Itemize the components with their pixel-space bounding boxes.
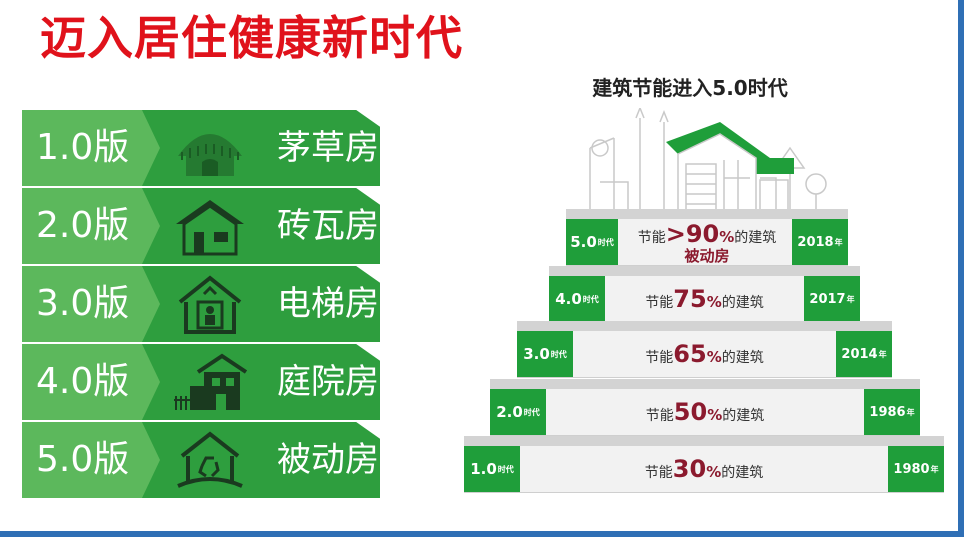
version-label: 2.0版 — [36, 205, 130, 246]
green-house-illustration — [580, 108, 840, 213]
step-description: 节能 65% 的建筑 — [645, 340, 764, 368]
pyramid-step-2: 2.0 时代 节能 50% 的建筑 1986 年 — [490, 379, 920, 436]
page-title: 迈入居住健康新时代 — [40, 11, 463, 65]
pyramid-step-1: 1.0 时代 节能 30% 的建筑 1980 年 — [464, 436, 944, 493]
version-label: 4.0版 — [36, 361, 130, 402]
era-badge: 1.0 时代 — [464, 446, 520, 492]
elevator-house-icon — [178, 275, 242, 334]
pyramid-title: 建筑节能进入5.0时代 — [592, 76, 788, 100]
year-badge: 1980 年 — [888, 446, 944, 492]
step-description: 节能 75% 的建筑 — [645, 285, 764, 313]
courtyard-house-icon — [174, 353, 248, 410]
year-badge: 2018 年 — [792, 219, 848, 265]
era-badge: 5.0 时代 — [566, 219, 618, 265]
version-name: 被动房 — [277, 440, 379, 480]
year-badge: 1986 年 — [864, 389, 920, 435]
brick-house-icon — [176, 200, 244, 256]
version-row-2: 2.0版 砖瓦房 — [22, 188, 380, 264]
pyramid-step-3: 3.0 时代 节能 65% 的建筑 2014 年 — [517, 321, 892, 378]
step-description: 节能 30% 的建筑 — [644, 455, 764, 483]
pyramid-step-4: 4.0 时代 节能 75% 的建筑 2017 年 — [549, 266, 860, 323]
version-label: 5.0版 — [36, 439, 130, 480]
era-badge: 2.0 时代 — [490, 389, 546, 435]
step-description: 节能 >90% 的建筑 被动房 — [637, 220, 777, 265]
slide-frame-bottom — [0, 531, 964, 537]
version-name: 砖瓦房 — [277, 206, 379, 246]
era-badge: 3.0 时代 — [517, 331, 573, 377]
version-name: 茅草房 — [277, 128, 379, 168]
step-description: 节能 50% 的建筑 — [645, 398, 765, 426]
version-label: 3.0版 — [36, 283, 130, 324]
version-row-5: 5.0版 被动房 — [22, 422, 380, 498]
passive-house-recycle-icon — [177, 431, 243, 488]
year-badge: 2017 年 — [804, 276, 860, 322]
version-row-3: 3.0版 电梯房 — [22, 266, 380, 342]
year-badge: 2014 年 — [836, 331, 892, 377]
version-row-4: 4.0版 庭院房 — [22, 344, 380, 420]
thatched-hut-icon — [178, 134, 242, 176]
version-label: 1.0版 — [36, 127, 130, 168]
slide-frame-right — [958, 0, 964, 537]
step-subtitle: 被动房 — [684, 247, 730, 265]
version-name: 庭院房 — [277, 362, 379, 402]
pyramid-step-5: 5.0 时代 节能 >90% 的建筑 被动房 2018 年 — [566, 209, 848, 266]
version-name: 电梯房 — [277, 284, 379, 324]
era-badge: 4.0 时代 — [549, 276, 605, 322]
version-row-1: 1.0版 茅草房 — [22, 110, 380, 186]
